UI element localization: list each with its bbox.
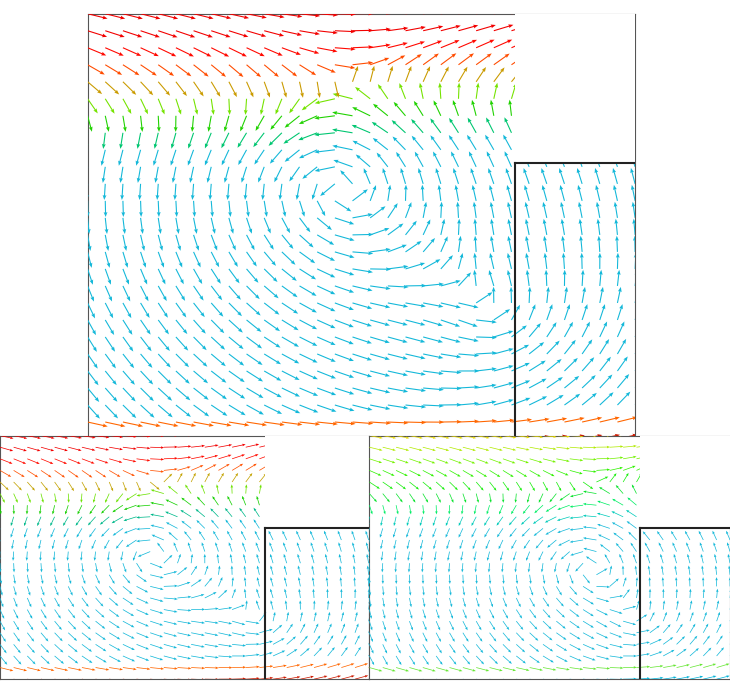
Bar bbox=[515, 14, 635, 163]
Bar bbox=[639, 436, 730, 528]
Bar bbox=[266, 436, 369, 528]
